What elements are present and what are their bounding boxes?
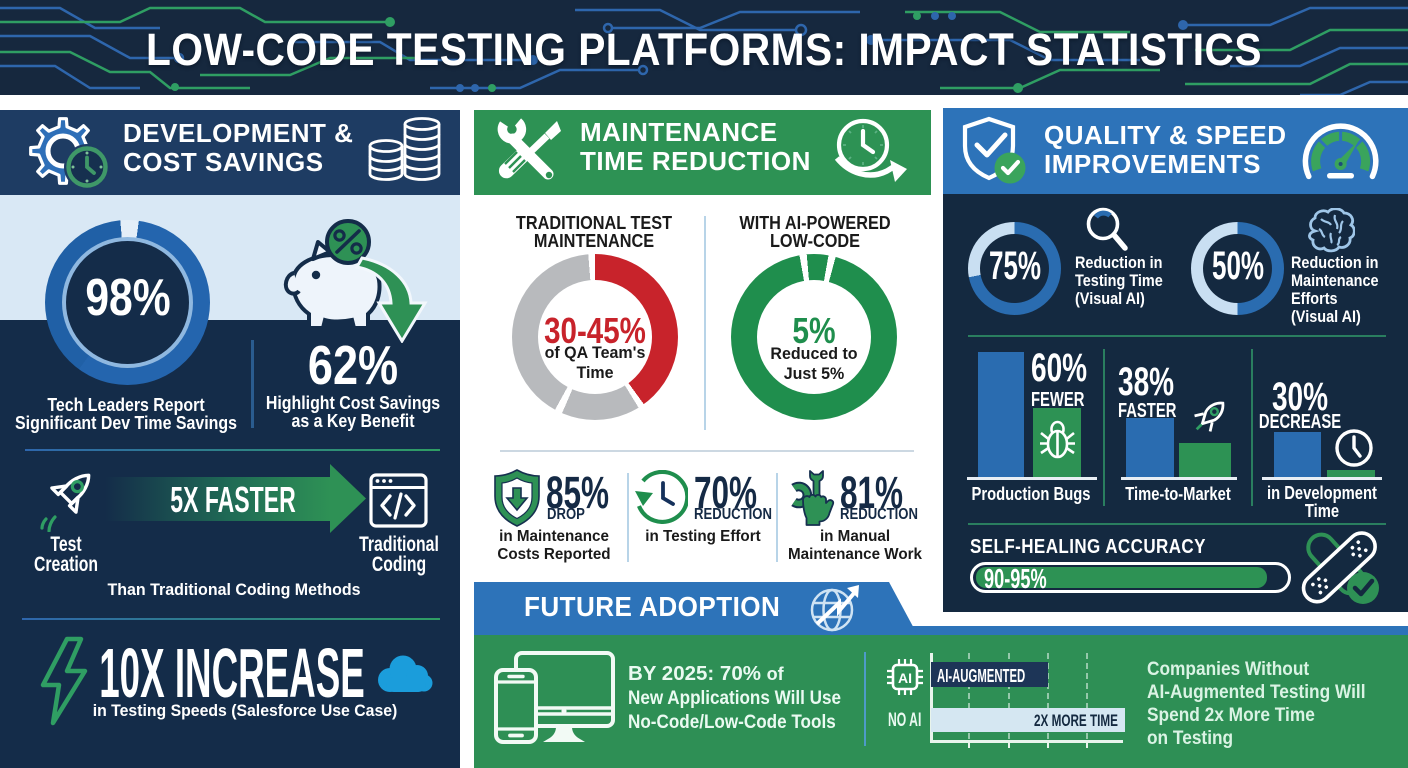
- svg-text:AI: AI: [898, 670, 912, 686]
